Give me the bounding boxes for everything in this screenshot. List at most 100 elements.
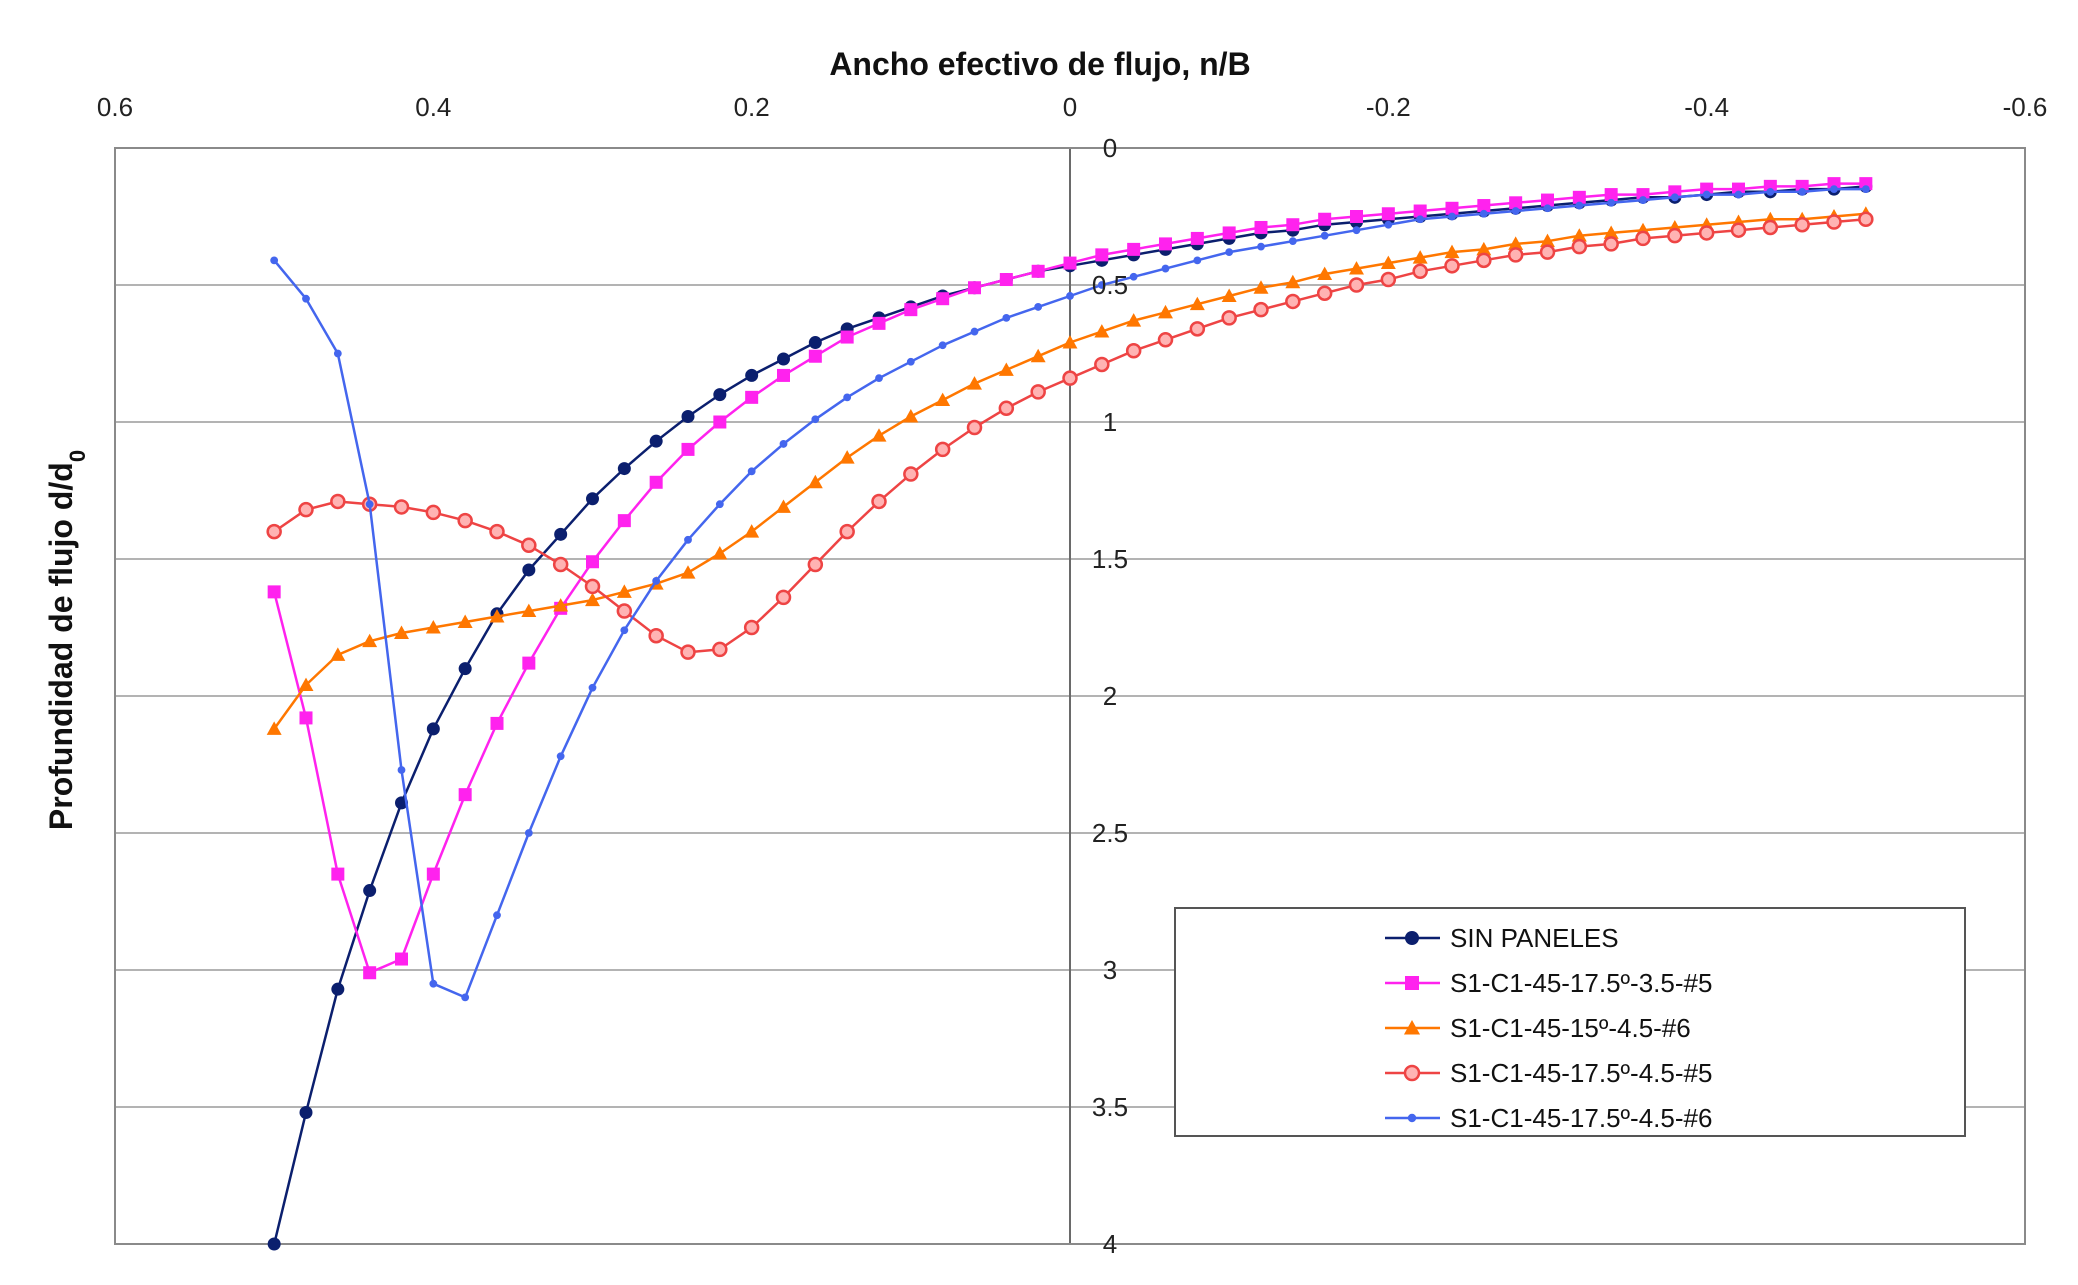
data-point — [1126, 313, 1142, 327]
data-point — [1257, 242, 1265, 251]
legend-label: S1-C1-45-15º-4.5-#6 — [1450, 1013, 1691, 1043]
data-point — [521, 603, 537, 618]
data-point — [1509, 196, 1523, 210]
data-point — [1254, 220, 1268, 234]
legend-label: SIN PANELES — [1450, 923, 1619, 953]
data-point — [1350, 210, 1363, 223]
y-axis-title-subscript: 0 — [65, 450, 90, 462]
data-point — [425, 504, 442, 521]
data-point — [777, 352, 790, 366]
data-point — [839, 450, 855, 464]
data-point — [1477, 199, 1491, 213]
data-point — [522, 656, 536, 670]
data-point — [1830, 185, 1838, 194]
data-point — [299, 1105, 313, 1119]
y-tick-label: 2 — [1103, 681, 1117, 711]
data-point — [457, 614, 473, 628]
data-point — [1222, 226, 1236, 240]
data-point — [1698, 225, 1715, 241]
legend-item-3: S1-C1-45-17.5º-4.5-#5 — [1385, 1058, 1712, 1088]
data-point — [1572, 190, 1586, 204]
data-point — [266, 721, 282, 735]
data-point — [875, 374, 883, 383]
legend-item-1: S1-C1-45-17.5º-3.5-#5 — [1385, 968, 1712, 998]
data-point — [1511, 207, 1520, 215]
grid — [115, 148, 2025, 1244]
data-point — [458, 788, 472, 802]
data-point — [1221, 288, 1237, 302]
data-point — [1861, 185, 1870, 194]
data-point — [1094, 324, 1110, 338]
data-point — [1444, 258, 1460, 274]
y-tick-label: 3.5 — [1092, 1092, 1128, 1122]
data-point — [903, 466, 919, 482]
data-point — [871, 493, 887, 510]
data-point — [966, 419, 983, 436]
data-point — [1798, 187, 1807, 196]
series-1 — [267, 177, 1873, 980]
data-point — [1062, 370, 1078, 386]
y-tick-label: 1.5 — [1092, 544, 1128, 574]
data-point — [616, 603, 633, 619]
data-point — [808, 336, 822, 350]
data-point — [588, 683, 597, 692]
data-point — [302, 294, 310, 303]
data-point — [967, 376, 982, 390]
data-point — [363, 966, 377, 980]
data-point — [458, 662, 472, 676]
data-point — [1030, 384, 1046, 400]
data-point — [584, 578, 601, 595]
data-point — [1253, 280, 1269, 294]
data-point — [1732, 182, 1745, 196]
legend-item-0: SIN PANELES — [1385, 923, 1619, 953]
data-point — [1636, 188, 1650, 202]
data-point — [1827, 177, 1841, 191]
data-point — [1571, 228, 1587, 242]
data-point — [1668, 185, 1682, 199]
y-tick-label: 0.5 — [1092, 270, 1128, 300]
data-point — [395, 952, 408, 966]
y-tick-labels: 0 0.5 1 1.5 2 2.5 3 3.5 4 — [1092, 133, 1128, 1259]
data-point — [744, 524, 760, 538]
data-point — [1285, 274, 1301, 289]
data-point — [1348, 277, 1365, 293]
data-point — [1508, 236, 1524, 250]
data-point — [554, 527, 568, 541]
data-point — [1412, 263, 1428, 280]
data-point — [745, 368, 759, 382]
data-point — [1826, 214, 1842, 230]
data-point — [1604, 188, 1618, 202]
data-point — [935, 392, 951, 407]
x-tick-label: 0 — [1063, 92, 1077, 122]
data-point — [616, 584, 632, 598]
x-tick-label: -0.2 — [1366, 92, 1411, 122]
data-point — [1285, 293, 1301, 310]
data-point — [1575, 201, 1584, 210]
data-point — [489, 523, 505, 540]
data-point — [1507, 247, 1524, 263]
data-point — [1794, 216, 1810, 233]
data-point — [681, 410, 695, 424]
data-point — [330, 647, 346, 661]
data-point — [1762, 219, 1779, 236]
data-point — [936, 292, 950, 306]
data-point — [1002, 313, 1011, 322]
data-point — [620, 626, 629, 635]
data-point — [1403, 1064, 1421, 1082]
data-point — [1795, 179, 1809, 193]
data-point — [1384, 220, 1393, 229]
data-point — [394, 625, 409, 639]
data-point — [1700, 182, 1714, 196]
data-point — [1317, 266, 1333, 281]
data-point — [556, 752, 565, 761]
data-point — [904, 303, 918, 317]
data-point — [426, 867, 440, 881]
data-point — [425, 620, 441, 634]
data-point — [715, 500, 724, 509]
data-point — [747, 467, 756, 476]
data-point — [552, 556, 569, 573]
data-point — [461, 993, 470, 1002]
data-point — [1540, 233, 1555, 248]
data-point — [331, 867, 345, 881]
data-point — [1125, 343, 1142, 359]
